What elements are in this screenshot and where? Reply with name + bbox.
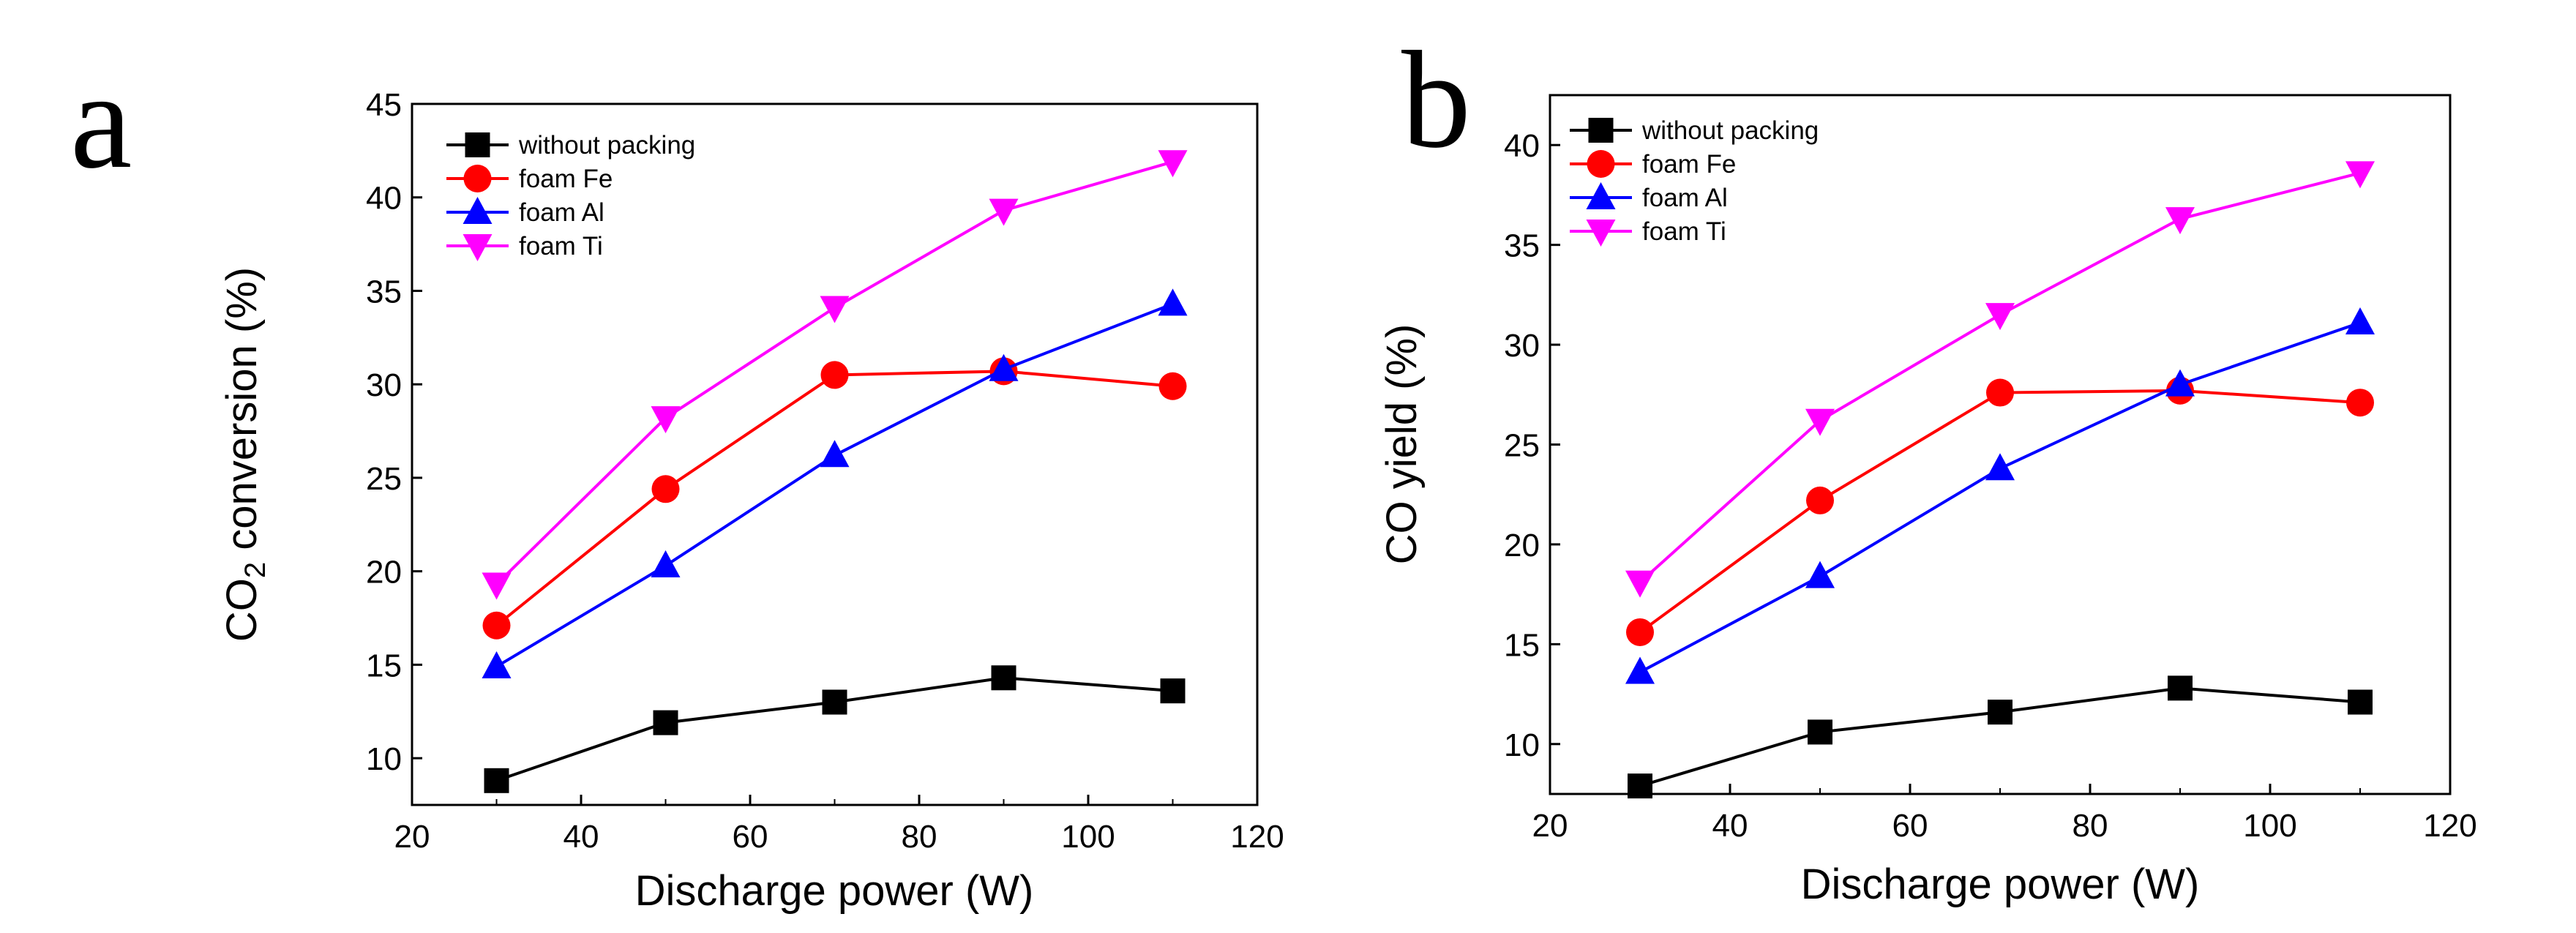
panel-b-point-without-packing [1628, 773, 1652, 799]
panel-b-x-tick-label: 40 [1712, 808, 1748, 844]
panel-a-point-without-packing [822, 689, 847, 715]
panel-a-point-without-packing [991, 665, 1016, 691]
panel-b-point-foam-ti [2345, 161, 2375, 189]
panel-a-legend-marker-foam-fe [463, 165, 492, 192]
panel-a-point-foam-ti [820, 296, 850, 323]
panel-a-legend-label-foam-al: foam Al [519, 198, 604, 227]
panel-b-series-line-foam-al [1639, 321, 2361, 674]
panel-a-legend-label-foam-fe: foam Fe [519, 165, 613, 193]
panel-a-y-axis-label: CO2 conversion (%) [218, 267, 272, 642]
panel-a-point-foam-al [1158, 288, 1188, 316]
panel-b-y-tick-label: 20 [1504, 528, 1540, 563]
panel-b-letter: b [1401, 23, 1471, 177]
panel-b-point-foam-al [1805, 561, 1835, 588]
panel-a-x-tick-label: 80 [902, 819, 937, 855]
panel-b-point-without-packing [2348, 689, 2373, 715]
panel-a-point-foam-ti [989, 198, 1019, 226]
panel-a-point-foam-fe [1158, 372, 1187, 400]
panel-b-point-foam-al [1625, 656, 1655, 684]
panel-a-legend-marker-foam-ti [463, 234, 493, 261]
panel-a-x-tick-label: 40 [564, 819, 599, 855]
panel-b-chart: b 10 15 20 25 30 35 40 20 40 60 80 100 120 without … [1378, 23, 2477, 908]
panel-a-point-foam-fe [651, 475, 680, 503]
panel-b-point-foam-ti [1805, 408, 1835, 436]
panel-b-point-foam-fe [2346, 389, 2374, 417]
panel-a-point-without-packing [1160, 678, 1186, 704]
panel-a-x-tick-label: 100 [1061, 819, 1115, 855]
panel-a-y-tick-label: 45 [366, 87, 402, 123]
panel-b-point-foam-fe [1626, 618, 1654, 646]
panel-b-point-foam-ti [1625, 570, 1655, 598]
panel-b-x-tick-label: 20 [1532, 808, 1568, 844]
panel-a-point-foam-ti [482, 572, 512, 600]
panel-b-legend-marker-foam-al [1586, 182, 1616, 209]
panel-a-point-foam-ti [1158, 150, 1188, 178]
panel-b-point-foam-al [2345, 307, 2375, 335]
panel-a-x-axis-label: Discharge power (W) [635, 867, 1034, 915]
panel-a-chart: a 10 15 20 25 30 35 40 45 20 40 60 80 100 120 withou… [70, 44, 1284, 915]
panel-b-x-tick-label: 80 [2073, 808, 2108, 844]
panel-a-point-without-packing [484, 768, 509, 793]
panel-a-point-foam-ti [651, 406, 681, 434]
panel-a-y-tick-label: 10 [366, 741, 402, 777]
panel-b-legend-label-foam-ti: foam Ti [1642, 217, 1726, 246]
panel-b-y-tick-label: 15 [1504, 627, 1540, 663]
panel-a-point-foam-fe [820, 361, 849, 389]
panel-a-series-line-foam-fe [495, 370, 1173, 627]
panel-a-point-foam-fe [482, 611, 511, 640]
panel-a-point-foam-al [820, 440, 850, 468]
panel-b-x-tick-label: 60 [1892, 808, 1928, 844]
panel-b-point-foam-ti [2165, 207, 2195, 235]
panel-a-y-tick-label: 40 [366, 181, 402, 217]
panel-a-y-tick-label: 30 [366, 367, 402, 403]
panel-a-x-tick-label: 20 [394, 819, 430, 855]
panel-a-y-tick-label: 35 [366, 274, 402, 310]
panel-a-y-tick-label: 15 [366, 648, 402, 683]
panel-b-y-axis-label: CO yield (%) [1378, 324, 1426, 565]
panel-b-point-foam-ti [1985, 303, 2015, 331]
panel-b-legend-marker-without-packing [1588, 118, 1614, 143]
panel-a-legend-label-foam-ti: foam Ti [519, 232, 603, 261]
panel-b-x-tick-label: 120 [2423, 808, 2476, 844]
panel-b-point-foam-fe [1986, 378, 2014, 407]
panel-a-y-label-rest: conversion (%) [218, 267, 266, 562]
panel-a-y-tick-label: 20 [366, 555, 402, 591]
panel-b-legend-marker-foam-ti [1586, 220, 1616, 247]
panel-a-point-without-packing [653, 710, 678, 735]
panel-a-y-tick-label: 25 [366, 461, 402, 497]
panel-b-x-tick-label: 100 [2243, 808, 2296, 844]
panel-b-point-without-packing [2168, 675, 2193, 701]
panel-b-legend-label-foam-al: foam Al [1642, 184, 1728, 212]
panel-b-legend-label-without-packing: without packing [1641, 116, 1819, 145]
panel-b-legend-label-foam-fe: foam Fe [1642, 150, 1736, 179]
panel-b-point-foam-al [1985, 453, 2015, 481]
panel-b-point-foam-al [2165, 369, 2195, 397]
panel-b-y-tick-label: 30 [1504, 328, 1540, 364]
panel-a-point-foam-al [482, 651, 512, 678]
panel-b-point-without-packing [1988, 700, 2012, 725]
panel-a-point-foam-al [651, 550, 681, 578]
panel-a-legend-marker-without-packing [465, 132, 490, 157]
panel-a-x-tick-label: 60 [733, 819, 768, 855]
panel-b-y-tick-label: 25 [1504, 428, 1540, 464]
panel-a-letter: a [70, 44, 132, 198]
panel-a-x-tick-label: 120 [1230, 819, 1284, 855]
panel-a-y-label-subscript: 2 [239, 562, 272, 578]
panel-b-legend-marker-foam-fe [1587, 150, 1615, 178]
panel-b-y-tick-label: 40 [1504, 128, 1540, 164]
panel-a-point-foam-al [989, 353, 1019, 381]
panel-b-y-tick-label: 10 [1504, 727, 1540, 763]
panel-b-point-foam-fe [1806, 486, 1834, 514]
panel-b-series-line-foam-ti [1639, 171, 2361, 584]
panel-b-y-tick-label: 35 [1504, 228, 1540, 264]
panel-b-series-line-foam-fe [1639, 389, 2361, 634]
panel-b-point-without-packing [1808, 719, 1832, 745]
panel-b-x-axis-label: Discharge power (W) [1801, 861, 2200, 908]
panel-a-y-label-co: CO [218, 578, 266, 642]
panel-a-legend-label-without-packing: without packing [518, 131, 695, 160]
panel-a-legend-marker-foam-al [463, 197, 493, 224]
